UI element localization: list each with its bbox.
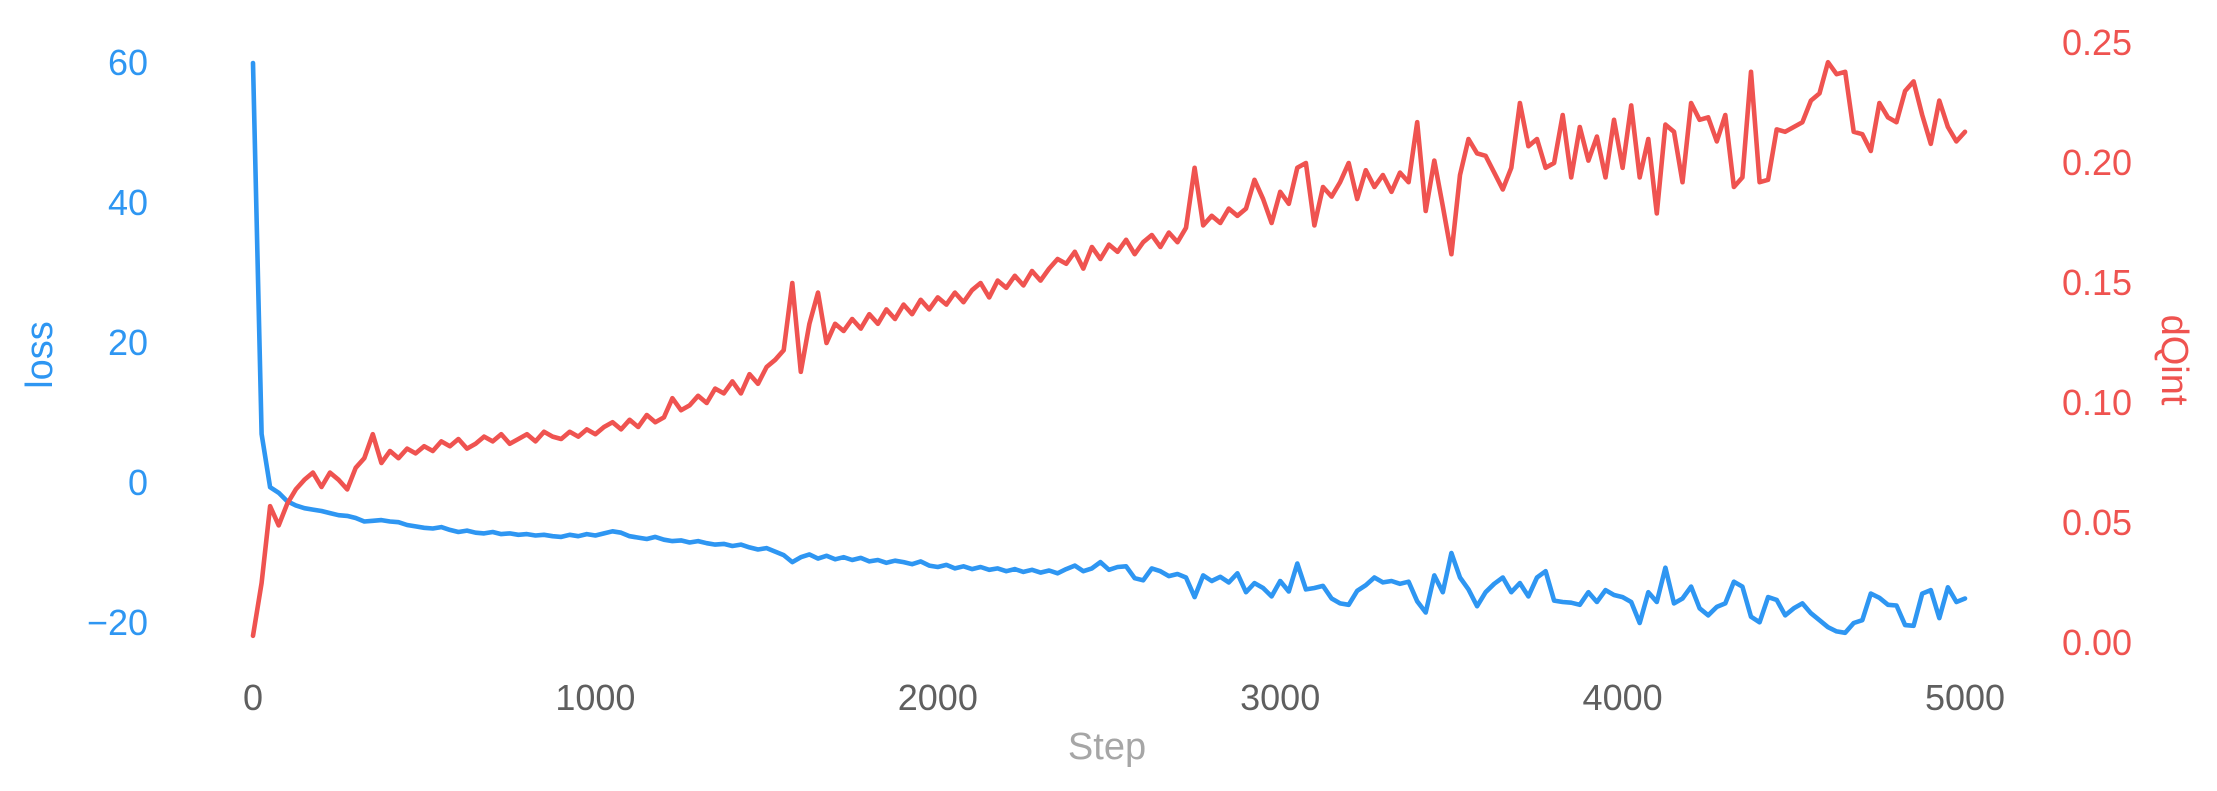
left-tick-40: 40 (107, 182, 148, 223)
left-tick-−20: −20 (86, 602, 148, 643)
x-tick-5000: 5000 (1924, 677, 2006, 718)
right-tick-0.15: 0.15 (2062, 262, 2133, 303)
right-tick-0.10: 0.10 (2062, 382, 2133, 423)
right-tick-0.25: 0.25 (2062, 22, 2133, 63)
x-tick-2000: 2000 (897, 677, 978, 718)
x-tick-3000: 3000 (1240, 677, 1321, 718)
left-axis-title: loss (19, 321, 61, 389)
right-axis-title: dQint (2153, 314, 2195, 406)
loss-line (250, 60, 1968, 636)
right-tick-0.00: 0.00 (2062, 622, 2133, 663)
right-tick-0.05: 0.05 (2062, 502, 2133, 543)
right-tick-0.20: 0.20 (2062, 142, 2133, 183)
x-tick-4000: 4000 (1582, 677, 1663, 718)
x-tick-1000: 1000 (555, 677, 636, 718)
left-tick-60: 60 (107, 42, 148, 83)
left-tick-20: 20 (107, 322, 148, 363)
dqint-line (250, 59, 1968, 639)
x-axis-title: Step (1067, 726, 1147, 768)
x-tick-0: 0 (242, 677, 264, 718)
left-tick-0: 0 (127, 462, 148, 503)
